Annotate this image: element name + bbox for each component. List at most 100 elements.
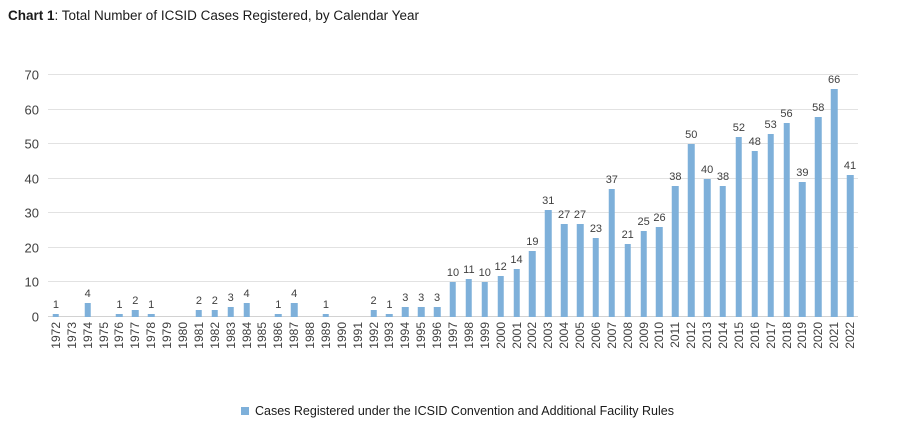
x-axis-tick-label: 1977 — [128, 322, 143, 349]
bar-value-label: 1 — [386, 298, 393, 311]
gridline — [48, 177, 858, 179]
bar — [672, 185, 679, 317]
gridline — [48, 108, 858, 110]
bar — [751, 151, 758, 317]
bar-value-label: 3 — [402, 291, 409, 304]
bar-value-label: 48 — [748, 136, 761, 149]
bar-column-1980: 1980 — [175, 75, 191, 349]
bar — [656, 227, 663, 317]
x-axis-tick-label: 1981 — [191, 322, 206, 349]
bar-column-1999: 10 1999 — [477, 75, 493, 349]
x-axis-tick-label: 2006 — [588, 322, 603, 349]
bar-column-1972: 1 1972 — [48, 75, 64, 349]
x-axis-tick-label: 1995 — [414, 322, 429, 349]
bar-column-1992: 2 1992 — [366, 75, 382, 349]
bar-column-1990: 1990 — [334, 75, 350, 349]
x-axis-tick-label: 1992 — [366, 322, 381, 349]
bar-value-label: 31 — [542, 194, 555, 207]
y-axis-tick-label: 10 — [24, 274, 39, 290]
x-axis-tick-label: 1984 — [239, 322, 254, 349]
bar — [576, 223, 584, 317]
bar-column-2007: 37 2007 — [604, 75, 620, 349]
x-axis-tick-label: 2013 — [700, 322, 715, 349]
x-axis-tick-label: 2020 — [811, 322, 826, 349]
bar-column-2012: 50 2012 — [683, 75, 699, 349]
x-axis-tick-label: 2014 — [715, 322, 730, 349]
bar — [560, 223, 568, 317]
x-axis-tick-label: 2001 — [509, 322, 524, 349]
x-axis-tick-label: 1997 — [445, 322, 460, 349]
bar-value-label: 50 — [685, 129, 698, 142]
x-axis-tick-label: 2012 — [684, 322, 699, 349]
bar-column-1995: 3 1995 — [413, 75, 429, 349]
x-axis-tick-label: 2002 — [525, 322, 540, 349]
bar-value-label: 27 — [573, 208, 587, 221]
bar — [116, 313, 123, 317]
x-axis-tick-label: 1980 — [175, 322, 190, 349]
bar-column-1978: 1 1978 — [143, 75, 159, 349]
bar-column-2006: 23 2006 — [588, 75, 604, 349]
bar — [830, 88, 838, 317]
bar-column-1983: 3 1983 — [223, 75, 239, 349]
bar-column-2011: 38 2011 — [667, 75, 683, 348]
x-axis-tick-label: 1986 — [271, 322, 286, 349]
y-axis-tick-label: 30 — [24, 205, 39, 221]
x-axis-tick-label: 1988 — [303, 322, 318, 349]
bar-value-label: 1 — [116, 298, 123, 311]
bar-value-label: 27 — [558, 208, 571, 221]
bar — [815, 116, 822, 317]
gridline — [48, 246, 858, 248]
x-axis-tick-label: 1999 — [477, 322, 492, 349]
bar — [608, 189, 616, 317]
bar-column-2002: 19 2002 — [524, 75, 540, 349]
bar — [370, 310, 377, 317]
bar — [211, 310, 218, 317]
bar — [132, 310, 139, 317]
plot-area: 0 10 20 30 40 50 60 70 1 1972 1973 4 1974 1975 1 1976 2 1… — [25, 69, 858, 349]
x-axis-tick-label: 2007 — [604, 322, 619, 349]
bar-column-1984: 4 1984 — [239, 75, 255, 349]
chart-title-text: : Total Number of ICSID Cases Registered… — [54, 8, 419, 23]
bar-value-label: 3 — [227, 291, 234, 304]
x-axis-tick-label: 2022 — [843, 322, 858, 349]
bar — [592, 237, 600, 317]
bar-value-label: 11 — [463, 263, 475, 276]
x-axis-tick-label: 1972 — [48, 322, 63, 349]
x-axis-tick-label: 2011 — [668, 322, 683, 348]
x-axis-tick-label: 2004 — [557, 322, 572, 349]
bar-value-label: 4 — [84, 288, 91, 301]
bar — [52, 313, 60, 317]
bar — [243, 303, 250, 317]
bar — [799, 182, 806, 317]
bar-value-label: 52 — [732, 122, 745, 135]
x-axis-tick-label: 1973 — [64, 322, 79, 349]
bar-column-1993: 1 1993 — [382, 75, 398, 349]
bar-column-2003: 31 2003 — [540, 75, 556, 348]
bar — [545, 209, 552, 317]
bar-column-2005: 27 2005 — [572, 75, 588, 349]
bar-column-2008: 21 2008 — [620, 75, 636, 349]
bar-column-2010: 26 2010 — [652, 75, 668, 349]
y-axis-tick-label: 50 — [24, 136, 39, 152]
bar-column-2009: 25 2009 — [636, 75, 652, 349]
x-axis-tick-label: 2010 — [652, 322, 667, 349]
bar — [497, 275, 504, 317]
x-axis-tick-label: 1996 — [430, 322, 445, 349]
bar-value-label: 3 — [418, 291, 425, 304]
bar-column-2017: 53 2017 — [763, 75, 779, 348]
gridline — [48, 143, 858, 145]
bar-column-1996: 3 1996 — [429, 75, 445, 349]
bar-column-1974: 4 1974 — [80, 75, 96, 349]
bar — [147, 313, 155, 317]
x-axis-tick-label: 1979 — [160, 322, 175, 349]
bar-column-1987: 4 1987 — [286, 75, 302, 349]
bar-column-2016: 48 2016 — [747, 75, 763, 349]
bar-value-label: 10 — [478, 267, 491, 280]
bar — [703, 178, 711, 317]
bar-column-1979: 1979 — [159, 75, 175, 349]
y-axis-tick-label: 70 — [24, 67, 39, 83]
bar — [735, 137, 743, 317]
bar — [417, 306, 425, 317]
x-axis-tick-label: 1983 — [223, 322, 238, 349]
bar — [433, 306, 441, 317]
